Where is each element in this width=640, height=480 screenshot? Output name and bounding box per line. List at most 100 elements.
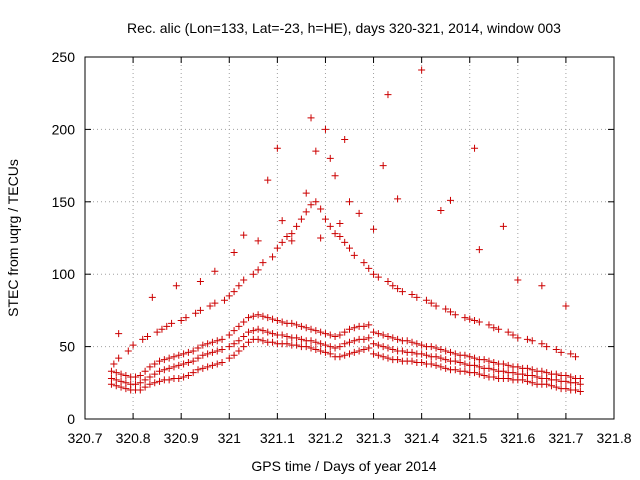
series-1	[107, 335, 584, 395]
data-point	[427, 360, 435, 368]
data-point	[112, 376, 120, 384]
data-point	[442, 356, 450, 364]
data-point	[297, 215, 305, 223]
x-tick-label: 321.1	[260, 430, 295, 446]
data-point	[370, 340, 378, 348]
data-point	[230, 288, 238, 296]
data-point	[240, 231, 248, 239]
data-point	[341, 340, 349, 348]
data-point	[115, 330, 123, 338]
data-point	[374, 273, 382, 281]
y-tick-label: 150	[52, 194, 76, 210]
data-point	[182, 314, 190, 322]
data-point	[249, 270, 257, 278]
data-point	[307, 114, 315, 122]
data-point	[451, 357, 459, 365]
data-point	[346, 338, 353, 346]
data-point	[475, 370, 483, 378]
data-point	[341, 136, 349, 144]
data-point	[408, 290, 416, 298]
data-point	[273, 144, 281, 152]
data-point	[168, 319, 176, 327]
y-tick-label: 100	[52, 266, 76, 282]
data-point	[141, 376, 149, 384]
data-point	[514, 276, 522, 284]
data-point	[437, 363, 445, 371]
data-point	[194, 366, 202, 374]
data-point	[360, 322, 368, 330]
data-point	[384, 277, 392, 285]
data-point	[355, 209, 363, 217]
data-point	[196, 306, 204, 314]
data-point	[552, 370, 560, 378]
data-point	[184, 372, 192, 380]
data-point	[131, 380, 139, 388]
data-point	[370, 225, 378, 233]
data-point	[278, 318, 286, 326]
data-point	[413, 340, 421, 348]
data-point	[442, 347, 450, 355]
data-point	[307, 344, 315, 352]
data-point	[538, 367, 546, 375]
data-point	[213, 347, 221, 355]
data-point	[259, 312, 267, 320]
data-point	[218, 335, 226, 343]
data-point	[288, 319, 296, 327]
data-point	[398, 288, 406, 296]
data-point	[293, 334, 301, 342]
data-point	[398, 347, 406, 355]
data-point	[307, 201, 315, 209]
data-point	[360, 335, 368, 343]
data-point	[146, 380, 154, 388]
data-point	[124, 347, 132, 355]
data-point	[321, 215, 329, 223]
data-point	[235, 347, 243, 355]
data-point	[180, 350, 188, 358]
data-point	[283, 332, 291, 340]
data-point	[418, 350, 426, 358]
data-point	[211, 299, 219, 307]
tick-labels: 320.7 320.8 320.9 321 321.1 321.2 321.3 321.4 32…	[52, 49, 632, 446]
series-3	[107, 311, 584, 382]
data-point	[466, 315, 474, 323]
data-point	[213, 337, 221, 345]
data-point	[208, 348, 216, 356]
data-point	[408, 338, 416, 346]
data-point	[326, 331, 334, 339]
data-point	[326, 350, 334, 358]
x-tick-label: 321.7	[548, 430, 583, 446]
data-point	[538, 340, 546, 348]
data-point	[336, 343, 344, 351]
data-point	[293, 321, 301, 329]
data-point	[321, 330, 329, 338]
data-points	[107, 66, 584, 395]
data-point	[131, 373, 139, 381]
data-point	[336, 353, 344, 361]
data-point	[394, 335, 402, 343]
data-point	[297, 335, 305, 343]
data-point	[151, 360, 159, 368]
data-point	[273, 244, 281, 252]
data-point	[360, 345, 368, 353]
data-point	[312, 327, 320, 335]
data-point	[160, 366, 168, 374]
data-point	[471, 144, 479, 152]
data-point	[136, 372, 144, 380]
data-point	[321, 348, 329, 356]
data-point	[461, 367, 469, 375]
data-point	[394, 356, 402, 364]
data-point	[192, 309, 200, 317]
data-point	[394, 285, 402, 293]
data-point	[471, 369, 479, 377]
x-tick-label: 320.9	[164, 430, 199, 446]
data-point	[365, 321, 373, 329]
data-point	[355, 347, 363, 355]
data-point	[374, 341, 382, 349]
x-axis-label: GPS time / Days of year 2014	[251, 458, 436, 474]
data-point	[346, 325, 353, 333]
data-point	[576, 387, 584, 395]
data-point	[189, 347, 197, 355]
data-point	[153, 328, 161, 336]
data-point	[175, 351, 183, 359]
data-point	[321, 125, 329, 133]
